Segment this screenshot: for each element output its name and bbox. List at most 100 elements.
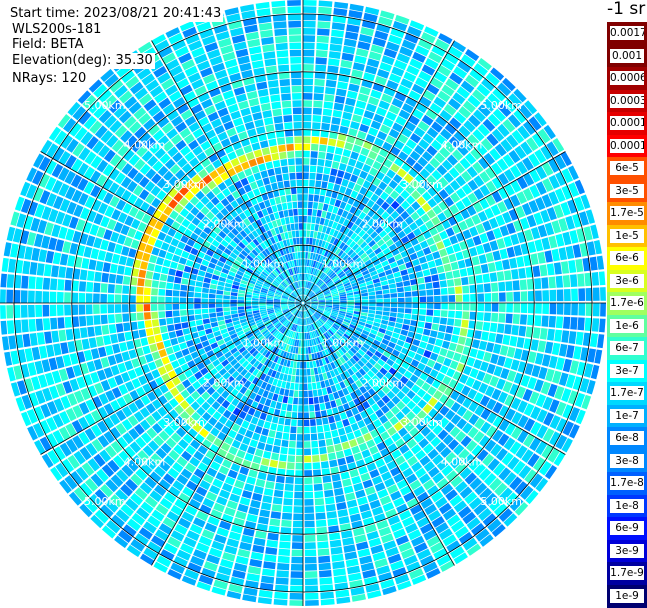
ray-cell <box>283 433 290 440</box>
ray-cell <box>151 288 158 295</box>
ray-cell <box>7 274 15 288</box>
ray-cell <box>257 442 265 450</box>
ray-cell <box>477 303 484 311</box>
ray-cell <box>205 272 213 278</box>
ray-cell <box>152 351 161 360</box>
ray-cell <box>244 453 253 462</box>
ray-cell <box>497 271 505 281</box>
ray-cell <box>305 535 316 542</box>
ray-cell <box>259 186 266 194</box>
ray-cell <box>160 274 168 281</box>
ray-cell <box>86 293 93 303</box>
ray-cell <box>318 7 332 15</box>
ray-cell <box>291 224 295 231</box>
ray-cell <box>259 23 272 31</box>
ray-cell <box>490 354 499 364</box>
ray-cell <box>166 347 174 355</box>
ray-cell <box>160 326 168 333</box>
ray-cell <box>453 270 461 278</box>
ray-cell <box>250 439 259 447</box>
ray-cell <box>339 67 351 75</box>
ray-cell <box>262 147 270 155</box>
ray-cell <box>327 518 338 526</box>
ray-cell <box>317 28 330 35</box>
ray-cell <box>271 453 279 461</box>
ray-cell <box>173 284 180 291</box>
ray-cell <box>383 289 390 294</box>
ray-cell <box>434 303 441 309</box>
ray-cell <box>280 159 287 166</box>
ray-cell <box>202 314 209 319</box>
ray-cell <box>230 307 237 311</box>
ray-cell <box>136 304 143 312</box>
ray-cell <box>383 307 390 311</box>
ray-cell <box>316 520 327 527</box>
ray-cell <box>432 324 440 331</box>
ray-cell <box>571 303 578 315</box>
ray-cell <box>201 298 208 303</box>
ray-cell <box>317 541 328 548</box>
ray-cell <box>483 322 491 331</box>
ray-cell <box>291 564 303 571</box>
ray-cell <box>313 390 318 397</box>
ray-cell <box>244 25 258 34</box>
ray-cell <box>495 334 503 344</box>
ray-cell <box>587 348 596 362</box>
ray-cell <box>51 331 59 343</box>
ray-cell <box>424 276 431 283</box>
ray-cell <box>492 293 499 302</box>
ray-cell <box>114 244 123 254</box>
ray-cell <box>173 297 180 303</box>
ray-cell <box>345 493 355 502</box>
ray-cell <box>186 260 194 267</box>
ray-cell <box>238 290 245 294</box>
ray-cell <box>454 319 461 327</box>
ray-cell <box>202 293 209 298</box>
ray-cell <box>430 353 438 361</box>
ray-cell <box>200 265 208 272</box>
ray-cell <box>271 511 281 519</box>
ray-cell <box>328 416 335 424</box>
ray-cell <box>310 419 316 426</box>
ray-cell <box>187 304 194 309</box>
ray-cell <box>315 375 320 382</box>
ray-cell <box>472 256 480 265</box>
ray-cell <box>303 21 316 28</box>
ray-cell <box>312 122 321 129</box>
ray-cell <box>564 289 571 301</box>
ray-cell <box>449 295 456 302</box>
ray-cell <box>347 181 355 189</box>
ray-cell <box>44 264 52 276</box>
ray-cell <box>37 332 45 345</box>
ray-cell <box>434 296 441 302</box>
ray-cell <box>66 329 74 340</box>
ray-cell <box>342 419 350 427</box>
ray-cell <box>224 315 231 320</box>
ray-cell <box>288 368 292 375</box>
ray-cell <box>472 339 480 348</box>
ray-cell <box>281 403 287 410</box>
ray-cell <box>170 261 178 269</box>
ray-cell <box>316 173 323 180</box>
ray-cell <box>564 303 571 315</box>
ray-cell <box>346 455 355 463</box>
ray-cell <box>82 339 90 350</box>
ray-cell <box>261 428 269 436</box>
ray-cell <box>272 394 278 402</box>
ray-cell <box>300 362 303 369</box>
ray-cell <box>507 347 516 358</box>
ray-cell <box>303 340 305 347</box>
ray-cell <box>272 504 282 512</box>
ray-cell <box>276 402 282 409</box>
ray-cell <box>303 115 312 122</box>
ray-cell <box>594 350 603 365</box>
ray-cell <box>217 286 224 291</box>
ray-cell <box>128 248 137 257</box>
ray-cell <box>284 181 290 188</box>
ray-cell <box>317 21 330 28</box>
ray-cell <box>29 319 37 332</box>
ray-cell <box>324 490 334 498</box>
ray-cell <box>497 324 505 334</box>
ray-cell <box>346 559 359 568</box>
ray-cell <box>439 249 447 258</box>
